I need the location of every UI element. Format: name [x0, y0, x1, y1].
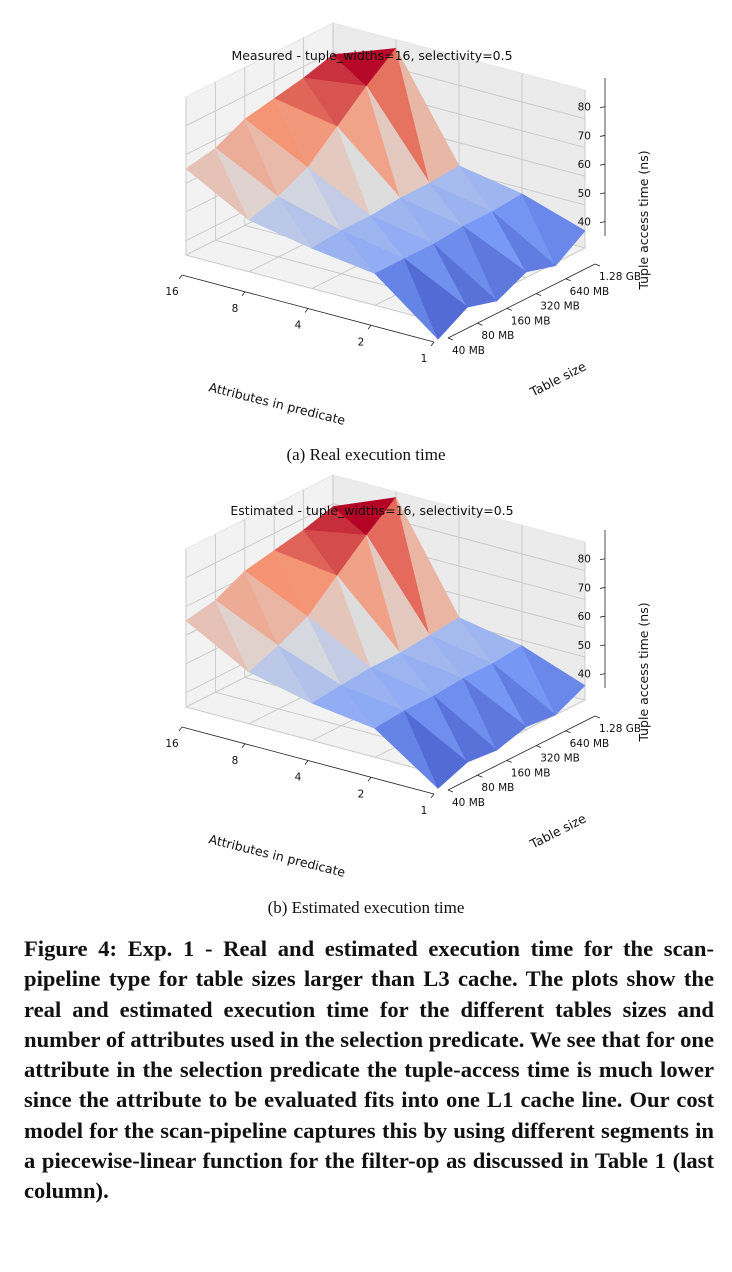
x-tick [304, 760, 309, 765]
y-tick-label: 1.28 GB [599, 271, 641, 283]
x-tick-label: 4 [295, 320, 302, 332]
surface-facet [492, 211, 557, 273]
z-tick [599, 558, 606, 561]
y-tick [477, 774, 483, 778]
x-tick [241, 743, 246, 748]
y-axis-label: Table size [527, 358, 589, 399]
z-tick-label: 70 [578, 582, 591, 594]
x-tick-label: 8 [232, 755, 239, 767]
z-tick [599, 163, 606, 166]
z-tick [599, 106, 606, 109]
x-tick-label: 8 [232, 303, 239, 315]
z-tick-label: 60 [578, 159, 591, 171]
x-tick [367, 777, 372, 782]
z-tick [599, 587, 606, 589]
z-axis-label: Tuple access time (ns) [636, 150, 651, 290]
x-tick [178, 726, 183, 732]
surface-facet [403, 257, 468, 340]
z-tick-label: 40 [578, 669, 591, 681]
z-tick-label: 80 [578, 554, 591, 566]
surface-facet [462, 678, 527, 751]
z-axis-label: Tuple access time (ns) [636, 602, 651, 742]
x-tick-label: 1 [421, 353, 428, 365]
plot-b-title: Estimated - tuple_widths=16, selectivity… [230, 503, 513, 518]
surface-plot-measured: 1 2 4 8 16 Attributes in predicate 40 MB 80 MB 1… [0, 0, 732, 450]
plot-a-surface [185, 47, 586, 340]
y-tick [594, 263, 601, 267]
y-tick [565, 730, 571, 734]
gridline-y [214, 82, 468, 308]
z-tick [599, 673, 606, 676]
x-tick-label: 4 [295, 772, 302, 784]
y-tick [594, 715, 601, 719]
z-tick-label: 50 [578, 188, 591, 200]
surface-facet [433, 695, 498, 763]
y-tick-label: 40 MB [452, 797, 485, 809]
y-tick-label: 640 MB [570, 738, 610, 750]
x-axis-label: Attributes in predicate [207, 831, 347, 880]
subfigure-a-caption: (a) Real execution time [286, 445, 446, 464]
z-tick [599, 615, 606, 618]
y-tick [565, 278, 571, 282]
y-tick-label: 160 MB [511, 315, 551, 327]
z-tick-label: 50 [578, 640, 591, 652]
x-tick [367, 325, 372, 330]
gridline-z [185, 51, 586, 127]
y-tick [447, 789, 454, 793]
x-tick-label: 2 [358, 336, 365, 348]
z-tick-label: 60 [578, 611, 591, 623]
x-tick [430, 341, 435, 347]
y-axis-label: Table size [527, 810, 589, 851]
gridline-y [185, 549, 439, 775]
y-tick-label: 640 MB [570, 286, 610, 298]
x-tick-label: 2 [358, 788, 365, 800]
gridline-y [185, 97, 439, 323]
y-tick-label: 80 MB [481, 782, 514, 794]
z-tick [599, 192, 606, 195]
surface-facet [521, 645, 586, 716]
x-tick [241, 291, 246, 296]
subfigure-b-caption: (b) Estimated execution time [267, 898, 465, 917]
y-tick-label: 40 MB [452, 345, 485, 357]
surface-facet [433, 243, 498, 308]
z-tick [599, 135, 606, 137]
y-axis-line [447, 263, 596, 339]
surface-facet [462, 225, 527, 302]
y-tick-label: 320 MB [540, 301, 580, 313]
z-tick-label: 70 [578, 130, 591, 142]
y-tick [506, 760, 512, 763]
x-tick [430, 793, 435, 799]
surface-facet [492, 663, 557, 728]
x-tick [304, 308, 309, 313]
x-tick [178, 274, 183, 280]
surface-plot-estimated: 1 2 4 8 16 Attributes in predicate 40 MB 80 MB 1… [0, 452, 732, 902]
plot-b-surface [185, 496, 586, 789]
surface-facet [404, 710, 468, 789]
y-tick [536, 293, 542, 296]
surface-facet [521, 193, 586, 267]
x-tick-label: 16 [165, 738, 179, 750]
y-tick [536, 745, 542, 748]
z-tick [599, 644, 606, 647]
y-axis-line [447, 715, 596, 791]
plot-a-title: Measured - tuple_widths=16, selectivity=… [231, 48, 512, 63]
y-tick-label: 320 MB [540, 753, 580, 765]
plot-a-svg: 1 2 4 8 16 Attributes in predicate 40 MB 80 MB 1… [165, 22, 651, 428]
y-tick-label: 80 MB [481, 330, 514, 342]
figure-caption: Figure 4: Exp. 1 - Real and estimated ex… [24, 936, 714, 1204]
y-tick [477, 322, 483, 326]
x-tick-label: 16 [165, 286, 179, 298]
y-tick-label: 160 MB [511, 767, 551, 779]
x-tick-label: 1 [421, 805, 428, 817]
z-tick [599, 221, 606, 224]
y-tick [506, 308, 512, 311]
x-axis-label: Attributes in predicate [207, 379, 347, 428]
gridline-z [185, 503, 586, 579]
plot-b-svg: 1 2 4 8 16 Attributes in predicate 40 MB 80 MB 1… [165, 474, 651, 880]
z-tick-label: 40 [578, 217, 591, 229]
y-tick-label: 1.28 GB [599, 723, 641, 735]
y-tick [447, 337, 454, 341]
z-tick-label: 80 [578, 102, 591, 114]
